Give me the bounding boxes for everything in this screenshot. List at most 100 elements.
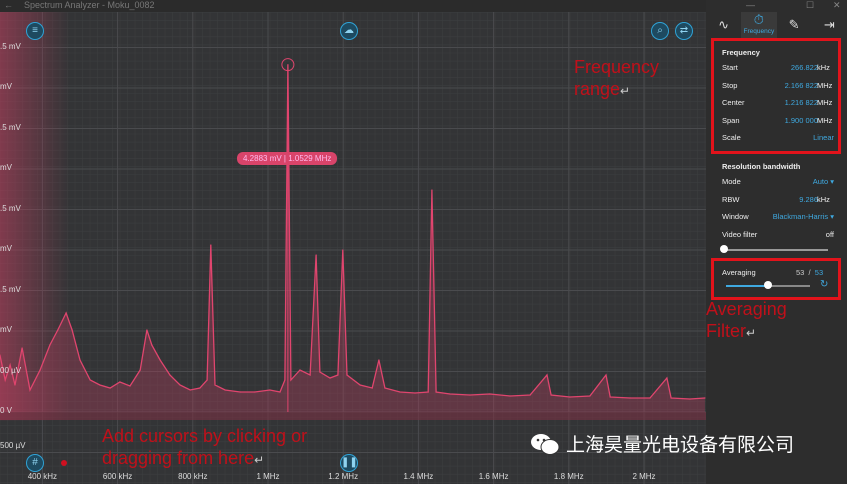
rbw-section: Resolution bandwidth Mode Auto ▾ RBW 9.286…	[716, 156, 840, 243]
export-icon: ⇥	[823, 17, 835, 32]
y-tick-label: .5 mV	[0, 122, 21, 132]
menu-button[interactable]: ≡	[26, 22, 44, 40]
y-tick-label: 0 V	[0, 406, 13, 415]
y-tick-label: .5 mV	[0, 284, 21, 294]
averaging-total[interactable]: 53	[814, 268, 824, 277]
video-filter-slider[interactable]	[724, 249, 828, 251]
y-tick-label: .5 mV	[0, 41, 21, 51]
trace-point	[71, 329, 73, 331]
trace-point	[427, 391, 429, 393]
trace-point	[371, 387, 373, 389]
mode-row[interactable]: Mode Auto ▾	[722, 177, 834, 186]
refresh-icon[interactable]: ↻	[820, 279, 829, 290]
trace-point	[337, 374, 339, 376]
start-row[interactable]: Start 266.822 kHz	[722, 63, 830, 72]
scale-value[interactable]: Linear	[813, 133, 834, 143]
x-tick-label: 1.6 MHz	[478, 472, 509, 481]
trace-point	[290, 379, 292, 381]
marker-circle[interactable]	[281, 58, 295, 72]
trace-point	[649, 397, 651, 399]
trace-point	[329, 377, 331, 379]
tab-pencil[interactable]: ✎	[777, 12, 812, 40]
trace-point	[569, 396, 571, 398]
trace-point	[319, 371, 321, 373]
trace-point	[79, 359, 81, 361]
tab-export[interactable]: ⇥	[812, 12, 847, 40]
maximize-button[interactable]: ☐	[806, 0, 815, 10]
scale-row[interactable]: Scale Linear	[722, 133, 834, 143]
pause-button[interactable]: ❚❚	[340, 454, 358, 472]
center-row[interactable]: Center 1.216 822 MHz	[722, 98, 833, 108]
cursor-drag-handle[interactable]	[61, 460, 67, 466]
trace-point	[119, 381, 121, 383]
rbw-value[interactable]: 9.286	[799, 194, 818, 204]
x-tick-label: 400 kHz	[27, 472, 58, 481]
trace-point	[9, 364, 11, 366]
trace-point	[449, 393, 451, 395]
trace-point	[214, 384, 216, 386]
pencil-icon: ✎	[788, 17, 800, 32]
swap-button[interactable]: ⇄	[675, 22, 693, 40]
y-tick-label: mV	[0, 82, 12, 91]
trace-point	[309, 374, 311, 376]
trace-point	[21, 347, 23, 349]
trace-point	[284, 379, 286, 381]
spectrum-trace	[0, 64, 705, 400]
cursor-button[interactable]: #	[26, 454, 44, 472]
x-tick-label: 1 MHz	[256, 472, 280, 481]
video-filter-row: Video filter off	[722, 229, 834, 239]
x-tick-label: 1.8 MHz	[553, 472, 584, 481]
annotation-cursors: Add cursors by clicking or dragging from …	[102, 426, 308, 468]
minimize-button[interactable]: —	[746, 0, 755, 10]
span-row[interactable]: Span 1.900 000 MHz	[722, 115, 833, 125]
mode-dropdown[interactable]: Auto ▾	[812, 177, 834, 186]
cloud-upload-button[interactable]: ☁	[340, 22, 358, 40]
trace-point	[414, 392, 416, 394]
frequency-title: Frequency	[722, 48, 760, 57]
y-tick-label: mV	[0, 244, 12, 253]
left-gradient	[0, 12, 70, 421]
averaging-slider-knob[interactable]	[764, 281, 772, 289]
start-value[interactable]: 266.822	[790, 63, 818, 72]
trace-point	[589, 395, 591, 397]
settings-panel: — ☐ ✕ ∿ ⏱ Frequency ✎ ⇥ Frequency Start 26…	[706, 0, 847, 484]
tab-frequency[interactable]: ⏱ Frequency	[741, 12, 777, 40]
back-arrow-icon[interactable]: ←	[4, 0, 13, 10]
rbw-row[interactable]: RBW 9.286 kHz	[722, 194, 830, 204]
annotation-frequency-range: Frequency range↵	[574, 57, 660, 99]
wechat-logo	[531, 433, 560, 455]
trace-point	[609, 396, 611, 398]
x-tick-label: 1.4 MHz	[403, 472, 434, 481]
rbw-title: Resolution bandwidth	[722, 162, 801, 171]
trace-point	[269, 389, 271, 391]
spectrum-plot[interactable]: .5 mV mV .5 mV mV .5 mV mV .5 mV mV 00 µV 0 V 500 …	[0, 12, 706, 484]
marker-readout: 4.2883 mV | 1.0529 MHz	[237, 152, 338, 165]
video-filter-slider-knob[interactable]	[720, 245, 728, 253]
trace-point	[315, 254, 317, 256]
center-value[interactable]: 1.216 822	[784, 98, 818, 108]
window-title: Spectrum Analyzer - Moku_0082	[24, 0, 155, 10]
averaging-highlight	[711, 258, 841, 300]
trace-point	[65, 312, 67, 314]
stop-value[interactable]: 2.166 822	[784, 80, 818, 90]
trace-point	[169, 374, 171, 376]
window-dropdown[interactable]: Blackman-Harris ▾	[772, 212, 834, 222]
close-button[interactable]: ✕	[833, 0, 841, 10]
span-value[interactable]: 1.900 000	[784, 115, 818, 125]
tab-waveform[interactable]: ∿	[706, 12, 741, 40]
trace-point	[670, 397, 672, 399]
trace-point	[239, 391, 241, 393]
averaging-current: 53	[796, 268, 805, 277]
zero-band	[0, 412, 706, 420]
stop-row[interactable]: Stop 2.166 822 MHz	[722, 80, 833, 90]
trace-point	[254, 391, 256, 393]
window-row[interactable]: Window Blackman-Harris ▾	[722, 212, 834, 222]
trace-point	[206, 379, 208, 381]
y-tick-label: mV	[0, 325, 12, 334]
y-tick-label: 00 µV	[0, 365, 22, 375]
trace-point	[666, 377, 668, 379]
zoom-button[interactable]: ⌕	[651, 22, 669, 40]
trace-point	[342, 249, 344, 251]
watermark-text: 上海昊量光电设备有限公司	[566, 435, 795, 456]
spectrum-chart[interactable]	[0, 12, 706, 484]
